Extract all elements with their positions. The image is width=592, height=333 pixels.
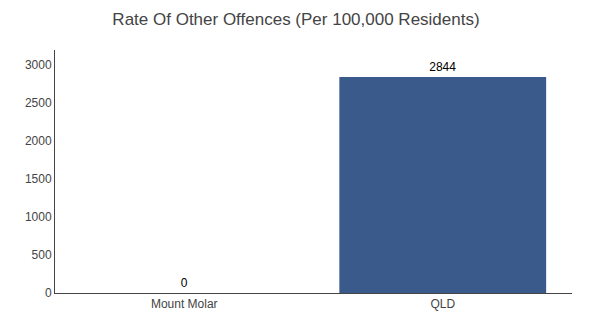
svg-text:1000: 1000 (25, 210, 52, 224)
svg-text:QLD: QLD (430, 297, 455, 311)
svg-text:2500: 2500 (25, 96, 52, 110)
svg-text:500: 500 (32, 248, 52, 262)
svg-text:0: 0 (45, 286, 52, 300)
svg-text:Rate Of Other Offences (Per 10: Rate Of Other Offences (Per 100,000 Resi… (112, 10, 479, 29)
svg-text:2000: 2000 (25, 134, 52, 148)
svg-text:Mount Molar: Mount Molar (151, 297, 218, 311)
svg-text:2844: 2844 (429, 60, 456, 74)
svg-text:3000: 3000 (25, 58, 52, 72)
svg-text:0: 0 (181, 276, 188, 290)
svg-text:1500: 1500 (25, 172, 52, 186)
